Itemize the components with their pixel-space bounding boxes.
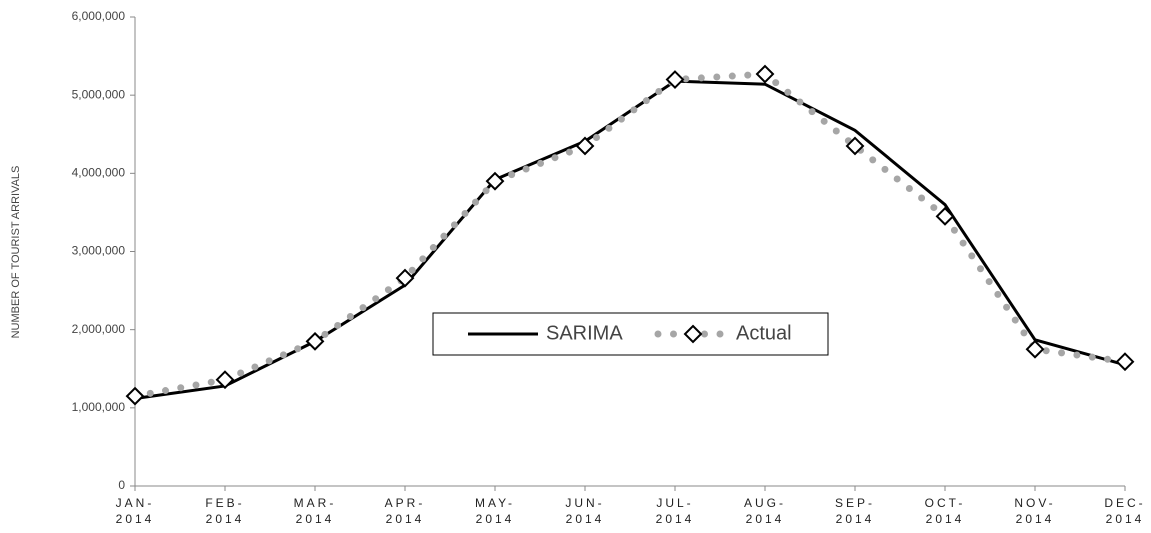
legend-label: SARIMA [546, 322, 623, 344]
point-marker [1025, 339, 1045, 359]
y-tick-label: 6,000,000 [72, 9, 126, 23]
x-tick-label: DEC- 2014 [1104, 496, 1146, 526]
point-marker [305, 331, 325, 351]
x-tick-label: JAN- 2014 [115, 496, 155, 526]
point-marker [845, 136, 865, 156]
y-tick-label: 5,000,000 [72, 87, 126, 101]
series-line [131, 70, 1129, 400]
legend-marker [683, 324, 703, 344]
point-marker [215, 370, 235, 390]
x-tick-label: SEP- 2014 [834, 496, 875, 526]
x-tick-label: AUG- 2014 [744, 496, 786, 526]
x-tick-label: MAY- 2014 [474, 496, 515, 526]
point-marker [485, 171, 505, 191]
point-marker [665, 70, 685, 89]
y-tick-label: 3,000,000 [72, 244, 126, 258]
point-marker [125, 386, 145, 406]
x-tick-label: MAR- 2014 [293, 496, 337, 526]
point-marker [755, 64, 775, 84]
x-tick-label: APR- 2014 [384, 496, 426, 526]
y-axis-label: NUMBER OF TOURIST ARRIVALS [10, 166, 22, 339]
point-marker [395, 268, 415, 288]
x-tick-label: OCT- 2014 [924, 496, 966, 526]
legend-label: Actual [736, 322, 792, 344]
point-marker [1115, 352, 1135, 372]
x-tick-label: JUN- 2014 [565, 496, 605, 526]
point-marker [935, 206, 955, 226]
y-tick-label: 0 [118, 478, 125, 492]
point-marker [575, 136, 595, 156]
y-tick-label: 4,000,000 [72, 166, 126, 180]
y-tick-label: 1,000,000 [72, 400, 126, 414]
x-tick-label: FEB- 2014 [205, 496, 245, 526]
y-tick-label: 2,000,000 [72, 322, 126, 336]
x-tick-label: NOV- 2014 [1014, 496, 1056, 526]
x-tick-label: JUL- 2014 [655, 496, 695, 526]
